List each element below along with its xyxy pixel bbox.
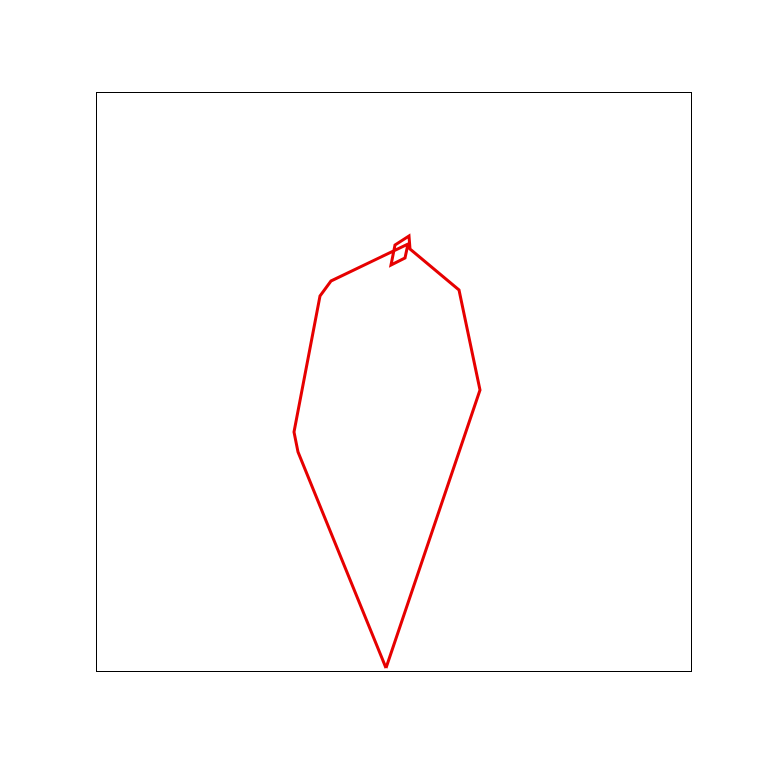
- plot-frame: [96, 92, 692, 672]
- red-polygon-outline: [292, 233, 482, 669]
